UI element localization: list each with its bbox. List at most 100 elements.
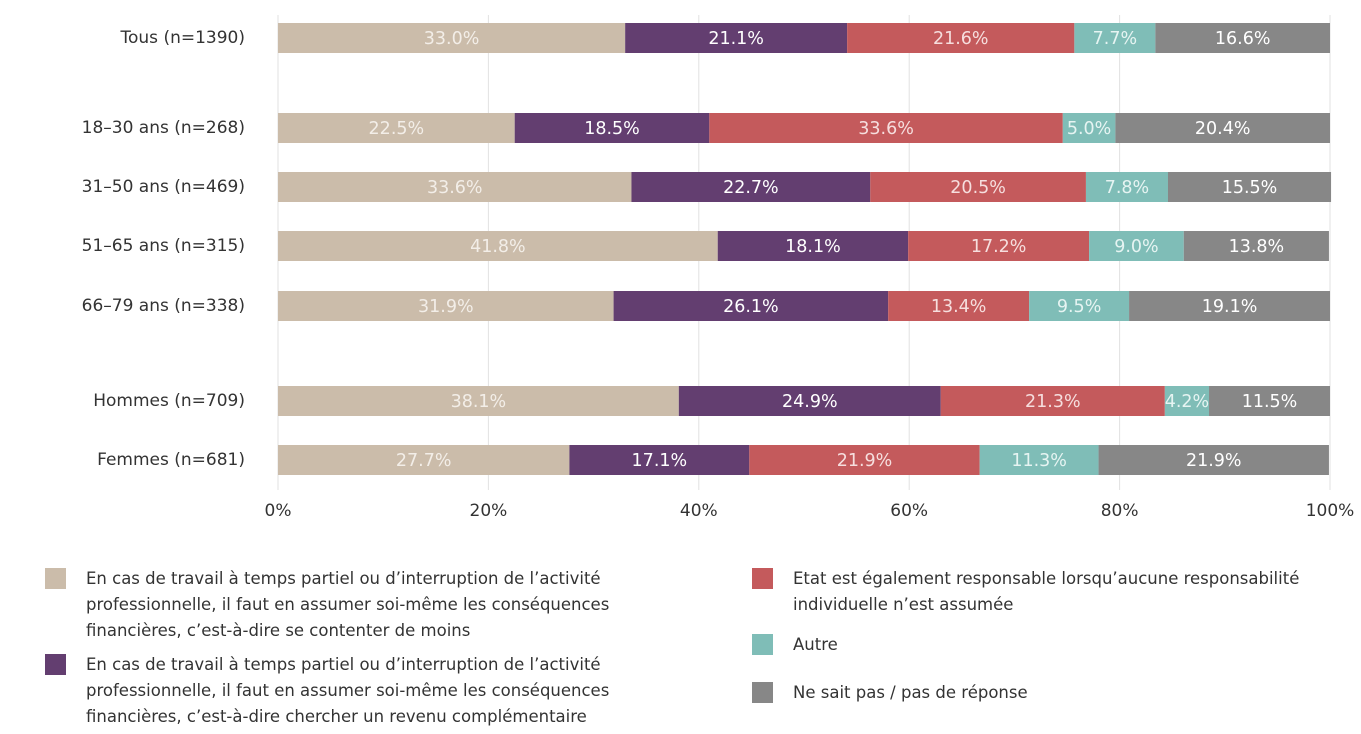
legend-item: Etat est également responsable lorsqu’au…	[752, 566, 1312, 618]
x-tick-label: 20%	[470, 501, 508, 521]
category-label: Femmes (n=681)	[97, 450, 245, 470]
category-label: 31–50 ans (n=469)	[82, 177, 245, 197]
data-label: 21.9%	[837, 451, 893, 471]
data-label: 7.8%	[1105, 178, 1149, 198]
data-label: 11.3%	[1011, 451, 1067, 471]
data-label: 19.1%	[1202, 297, 1258, 317]
data-label: 7.7%	[1093, 29, 1137, 49]
data-label: 33.6%	[858, 119, 914, 139]
data-label: 27.7%	[396, 451, 452, 471]
legend-label: En cas de travail à temps partiel ou d’i…	[86, 655, 610, 726]
data-label: 18.1%	[785, 237, 841, 257]
data-label: 5.0%	[1067, 119, 1111, 139]
bar-segment	[1098, 445, 1329, 475]
legend-item: Ne sait pas / pas de réponse	[752, 680, 1312, 706]
data-label: 22.7%	[723, 178, 779, 198]
legend-label: Etat est également responsable lorsqu’au…	[793, 569, 1300, 614]
data-label: 17.2%	[971, 237, 1027, 257]
data-label: 15.5%	[1222, 178, 1278, 198]
bar-segment	[1183, 231, 1329, 261]
data-label: 41.8%	[470, 237, 526, 257]
legend-swatch	[752, 682, 773, 703]
data-label: 20.4%	[1195, 119, 1251, 139]
data-label: 21.3%	[1025, 392, 1081, 412]
data-label: 38.1%	[451, 392, 507, 412]
x-tick-label: 100%	[1306, 501, 1355, 521]
chart: 0% 20% 40% 60% 80% 100% Tous (n=1390) 33.0% 21.1…	[82, 15, 1355, 521]
bar-segment	[1164, 386, 1210, 416]
bar-segment	[278, 172, 632, 202]
legend-swatch	[752, 634, 773, 655]
bar-segment	[1074, 23, 1156, 53]
x-tick-label: 80%	[1101, 501, 1139, 521]
x-tick-label: 40%	[680, 501, 718, 521]
data-label: 20.5%	[950, 178, 1006, 198]
bar-segment	[979, 445, 1099, 475]
bar-segment	[1115, 113, 1330, 143]
bar-segment	[847, 23, 1075, 53]
legend-label: En cas de travail à temps partiel ou d’i…	[86, 569, 610, 640]
bar-segment	[1155, 23, 1330, 53]
data-label: 33.6%	[427, 178, 483, 198]
legend-item: En cas de travail à temps partiel ou d’i…	[45, 566, 645, 644]
bar-segment	[278, 113, 515, 143]
data-label: 4.2%	[1165, 392, 1209, 412]
bar-segment	[1085, 172, 1168, 202]
data-label: 9.0%	[1114, 237, 1158, 257]
bar-segment	[678, 386, 941, 416]
data-label: 24.9%	[782, 392, 838, 412]
data-label: 13.4%	[931, 297, 987, 317]
bar-segment	[888, 291, 1030, 321]
bar-segment	[278, 445, 570, 475]
data-label: 21.6%	[933, 29, 989, 49]
bar-segment	[278, 23, 626, 53]
data-label: 9.5%	[1057, 297, 1101, 317]
bar-segment	[749, 445, 980, 475]
bar-segment	[631, 172, 871, 202]
legend-item: Autre	[752, 632, 1312, 658]
bar-segment	[1089, 231, 1184, 261]
data-label: 18.5%	[584, 119, 640, 139]
data-label: 16.6%	[1215, 29, 1271, 49]
legend-label: Autre	[793, 635, 838, 654]
category-label: 18–30 ans (n=268)	[82, 118, 245, 138]
legend-label: Ne sait pas / pas de réponse	[793, 683, 1028, 702]
bar-segment	[278, 291, 614, 321]
data-label: 11.5%	[1242, 392, 1298, 412]
data-label: 33.0%	[424, 29, 480, 49]
x-tick-label: 60%	[890, 501, 928, 521]
bar-segment	[613, 291, 889, 321]
data-label: 26.1%	[723, 297, 779, 317]
bar-segment	[569, 445, 750, 475]
bar-segment	[278, 231, 718, 261]
data-label: 31.9%	[418, 297, 474, 317]
legend-swatch	[45, 654, 66, 675]
bar-segment	[1129, 291, 1330, 321]
bar-segment	[709, 113, 1063, 143]
legend-swatch	[45, 568, 66, 589]
bar-segment	[870, 172, 1086, 202]
bar-segment	[1029, 291, 1130, 321]
bar-segment	[514, 113, 710, 143]
data-label: 22.5%	[369, 119, 425, 139]
bar-segment	[908, 231, 1090, 261]
data-label: 21.9%	[1186, 451, 1242, 471]
category-label: 66–79 ans (n=338)	[82, 296, 245, 316]
bar-segment	[1209, 386, 1330, 416]
bar-segment	[940, 386, 1165, 416]
bar-segment	[278, 386, 679, 416]
category-label: Tous (n=1390)	[120, 28, 245, 48]
data-label: 21.1%	[708, 29, 764, 49]
data-label: 17.1%	[632, 451, 688, 471]
category-label: 51–65 ans (n=315)	[82, 236, 245, 256]
data-label: 13.8%	[1229, 237, 1285, 257]
bar-segment	[625, 23, 848, 53]
x-tick-label: 0%	[265, 501, 292, 521]
bar-segment	[717, 231, 909, 261]
bar-segment	[1167, 172, 1332, 202]
legend-swatch	[752, 568, 773, 589]
bar-segment	[1062, 113, 1116, 143]
legend-item: En cas de travail à temps partiel ou d’i…	[45, 652, 645, 730]
category-label: Hommes (n=709)	[93, 391, 245, 411]
